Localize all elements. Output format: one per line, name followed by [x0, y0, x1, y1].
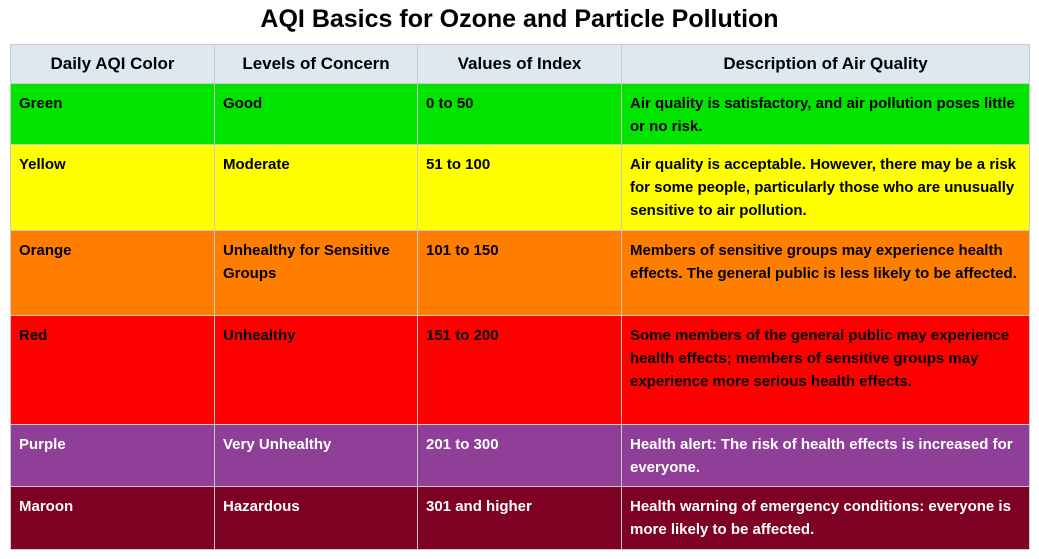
cell-description: Health alert: The risk of health effects…	[621, 424, 1030, 487]
header-daily-aqi-color: Daily AQI Color	[10, 44, 215, 84]
header-values-of-index: Values of Index	[417, 44, 622, 84]
table-row: Green Good 0 to 50 Air quality is satisf…	[10, 83, 1030, 145]
cell-description: Air quality is satisfactory, and air pol…	[621, 83, 1030, 145]
cell-aqi-color: Yellow	[10, 144, 215, 231]
cell-aqi-color: Purple	[10, 424, 215, 487]
cell-level-of-concern: Moderate	[214, 144, 418, 231]
cell-level-of-concern: Very Unhealthy	[214, 424, 418, 487]
table-row: Red Unhealthy 151 to 200 Some members of…	[10, 315, 1030, 425]
page-title: AQI Basics for Ozone and Particle Pollut…	[260, 5, 779, 33]
cell-description: Some members of the general public may e…	[621, 315, 1030, 425]
cell-level-of-concern: Good	[214, 83, 418, 145]
cell-aqi-color: Orange	[10, 230, 215, 316]
cell-index-values: 301 and higher	[417, 486, 622, 550]
table-row: Purple Very Unhealthy 201 to 300 Health …	[10, 424, 1030, 487]
cell-aqi-color: Maroon	[10, 486, 215, 550]
cell-description: Air quality is acceptable. However, ther…	[621, 144, 1030, 231]
cell-aqi-color: Red	[10, 315, 215, 425]
cell-level-of-concern: Unhealthy	[214, 315, 418, 425]
cell-aqi-color: Green	[10, 83, 215, 145]
table-row: Maroon Hazardous 301 and higher Health w…	[10, 486, 1030, 550]
aqi-table: Daily AQI Color Levels of Concern Values…	[10, 44, 1030, 550]
header-description: Description of Air Quality	[621, 44, 1030, 84]
table-row: Orange Unhealthy for Sensitive Groups 10…	[10, 230, 1030, 316]
table-header-row: Daily AQI Color Levels of Concern Values…	[10, 44, 1030, 84]
cell-index-values: 0 to 50	[417, 83, 622, 145]
cell-index-values: 101 to 150	[417, 230, 622, 316]
header-levels-of-concern: Levels of Concern	[214, 44, 418, 84]
cell-description: Health warning of emergency conditions: …	[621, 486, 1030, 550]
cell-level-of-concern: Unhealthy for Sensitive Groups	[214, 230, 418, 316]
cell-index-values: 201 to 300	[417, 424, 622, 487]
cell-description: Members of sensitive groups may experien…	[621, 230, 1030, 316]
cell-level-of-concern: Hazardous	[214, 486, 418, 550]
cell-index-values: 51 to 100	[417, 144, 622, 231]
cell-index-values: 151 to 200	[417, 315, 622, 425]
table-row: Yellow Moderate 51 to 100 Air quality is…	[10, 144, 1030, 231]
